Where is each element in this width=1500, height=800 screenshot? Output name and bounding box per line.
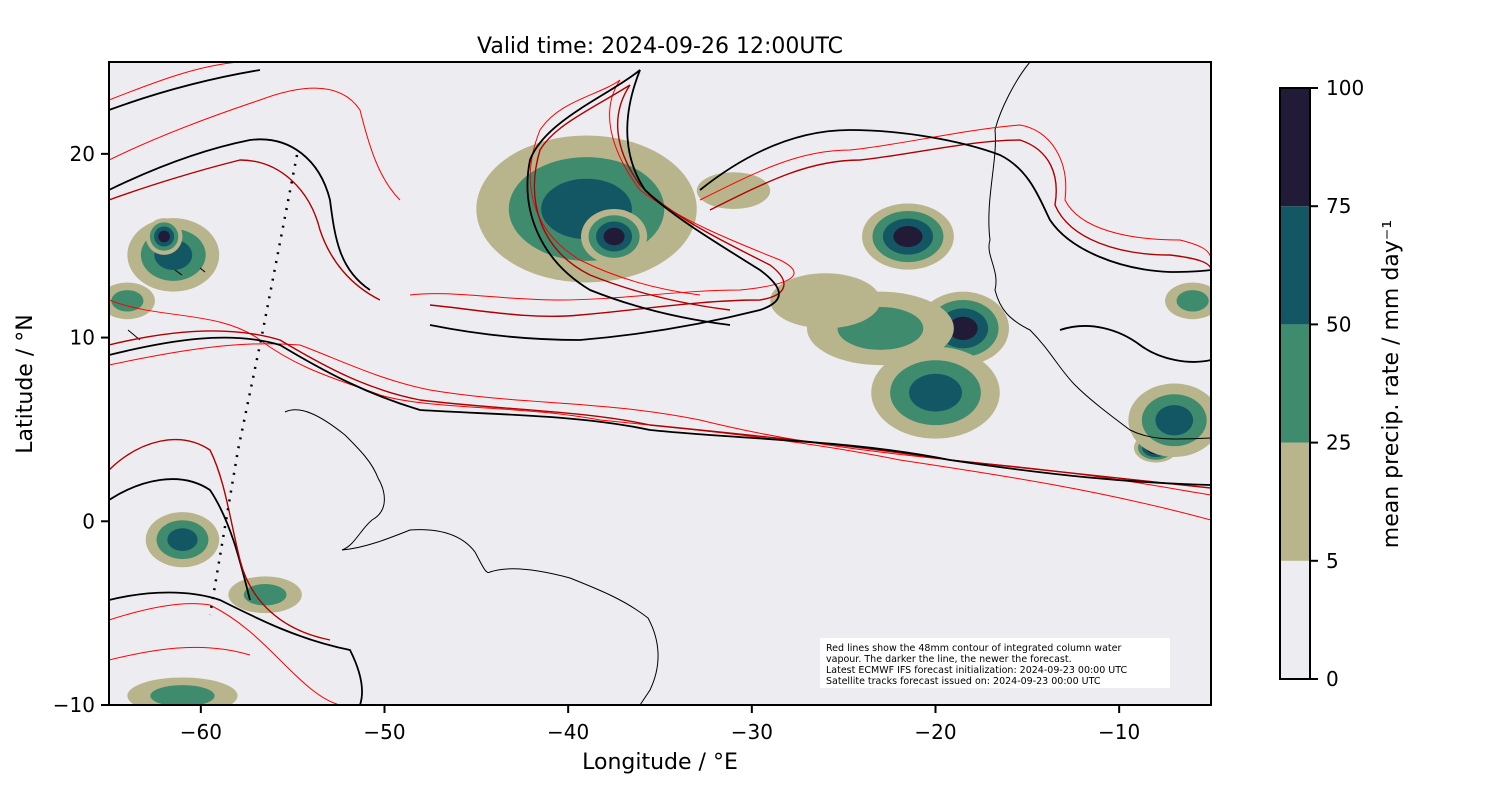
contour-east-lower — [1059, 325, 1211, 363]
y-axis: 20 10 0 −10 Latitude / °N — [13, 142, 109, 717]
precip-cell — [1165, 282, 1211, 320]
precip-cell — [228, 576, 302, 614]
africa-coastline — [988, 62, 1211, 440]
colorbar-bin — [1280, 206, 1310, 325]
y-axis-label: Latitude / °N — [13, 314, 38, 453]
contour-northwest-c — [109, 159, 381, 301]
y-tick-label: 0 — [82, 509, 95, 533]
x-axis-label: Longitude / °E — [582, 750, 738, 775]
colorbar-bin — [1280, 442, 1310, 561]
precip-level-3 — [909, 373, 962, 412]
contour-east-newest — [699, 129, 1211, 273]
colorbar-tick-label: 0 — [1326, 667, 1339, 691]
map-frame — [108, 61, 1212, 706]
map-title: Valid time: 2024-09-26 12:00UTC — [477, 34, 843, 59]
colorbar-bin — [1280, 88, 1310, 207]
contour-east-upper — [699, 124, 1211, 261]
contour-northwest-a — [109, 62, 401, 201]
precip-cell — [127, 677, 238, 705]
precip-level-2 — [150, 685, 215, 705]
precip-level-4 — [893, 226, 923, 248]
contour-newest-north — [109, 336, 1211, 486]
map-plot-area — [108, 61, 1212, 706]
water-vapour-contours — [109, 62, 1211, 705]
contour-southwest-a — [109, 603, 341, 705]
precip-level-4 — [158, 230, 170, 243]
x-tick-label: −40 — [547, 720, 589, 744]
precip-level-4 — [603, 227, 625, 246]
precip-level-1 — [696, 172, 771, 209]
precip-level-3 — [167, 528, 198, 552]
forecast-info-note: Red lines show the 48mm contour of integ… — [820, 638, 1170, 688]
note-line-2: vapour. The darker the line, the newer t… — [826, 654, 1072, 665]
precip-level-2 — [243, 584, 287, 606]
precip-cell — [581, 208, 648, 265]
precip-cell — [862, 203, 954, 270]
contour-southwest-c — [109, 438, 331, 641]
contour-newest-tongue — [429, 69, 780, 341]
precip-cell — [145, 218, 183, 255]
y-tick-label: 10 — [70, 326, 95, 350]
y-tick-label: −10 — [53, 693, 95, 717]
south-america-coastline — [284, 409, 659, 705]
contour-oldest-tongue — [409, 79, 795, 301]
colorbar-label: mean precip. rate / mm day⁻¹ — [1379, 220, 1404, 548]
x-tick-label: −20 — [914, 720, 956, 744]
colorbar-tick-label: 100 — [1326, 76, 1364, 100]
x-tick-label: −10 — [1098, 720, 1140, 744]
satellite-track — [208, 154, 299, 616]
x-tick-label: −50 — [363, 720, 405, 744]
y-tick-label: 20 — [70, 142, 95, 166]
colorbar-tick-label: 5 — [1326, 549, 1339, 573]
coastlines — [127, 62, 1211, 705]
colorbar-tick-label: 75 — [1326, 194, 1351, 218]
note-line-3: Latest ECMWF IFS forecast initialization… — [826, 665, 1128, 676]
precipitation-layer — [109, 135, 1211, 705]
x-tick-label: −30 — [731, 720, 773, 744]
precip-level-4 — [948, 316, 978, 341]
contour-mid-tongue — [429, 84, 785, 318]
colorbar-tick-label: 25 — [1326, 431, 1351, 455]
precip-cell — [476, 135, 697, 283]
precip-level-3 — [1155, 405, 1194, 436]
precip-cell — [145, 512, 220, 568]
precip-cell — [871, 346, 1000, 439]
precip-cell — [1128, 383, 1211, 457]
colorbar-bin — [1280, 324, 1310, 443]
precip-cell — [696, 172, 771, 209]
precip-level-2 — [111, 290, 144, 312]
contour-mid-north — [109, 330, 1211, 489]
colorbar-frame — [1279, 87, 1311, 680]
precip-level-1 — [770, 273, 881, 329]
contour-east-mid — [709, 139, 1211, 271]
x-axis: −60 −50 −40 −30 −20 −10 Longitude / °E — [180, 705, 1140, 775]
colorbar-bin — [1280, 560, 1310, 679]
note-line-4: Satellite tracks forecast issued on: 202… — [826, 676, 1101, 687]
precip-level-2 — [1176, 290, 1209, 312]
note-line-1: Red lines show the 48mm contour of integ… — [826, 643, 1122, 654]
x-tick-label: −60 — [180, 720, 222, 744]
precip-cell — [770, 273, 881, 329]
colorbar-tick-label: 50 — [1326, 312, 1351, 336]
contour-northwest-b — [109, 69, 371, 291]
